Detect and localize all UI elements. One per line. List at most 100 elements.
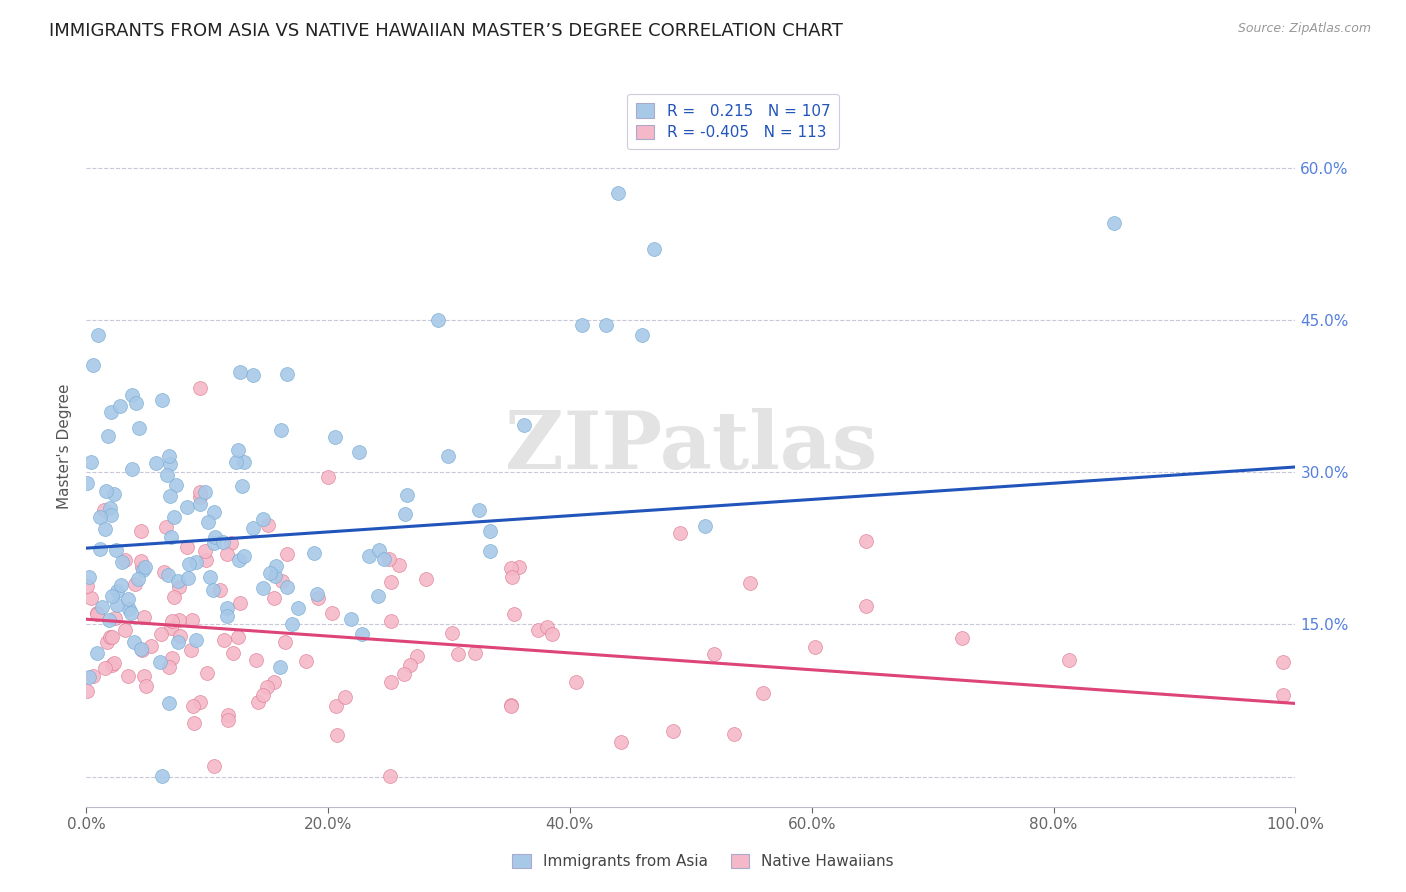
Point bbox=[98, 630, 121, 644]
Point bbox=[643, 242, 665, 256]
Point bbox=[333, 690, 356, 704]
Point bbox=[536, 620, 558, 634]
Point bbox=[440, 626, 463, 640]
Point bbox=[162, 614, 184, 628]
Point bbox=[595, 318, 617, 332]
Point bbox=[86, 607, 108, 621]
Point bbox=[169, 629, 191, 643]
Point bbox=[134, 609, 156, 624]
Point bbox=[266, 558, 288, 573]
Point bbox=[499, 698, 522, 712]
Point bbox=[195, 552, 218, 566]
Point bbox=[80, 455, 103, 469]
Point bbox=[380, 675, 402, 690]
Point bbox=[114, 624, 136, 638]
Point bbox=[211, 535, 233, 549]
Point bbox=[540, 627, 562, 641]
Point bbox=[392, 667, 415, 681]
Point bbox=[165, 477, 187, 491]
Point bbox=[276, 580, 298, 594]
Point bbox=[76, 476, 98, 491]
Point bbox=[89, 510, 111, 524]
Point bbox=[160, 530, 183, 544]
Point bbox=[226, 630, 249, 644]
Point bbox=[479, 524, 502, 538]
Point bbox=[87, 328, 110, 343]
Point bbox=[160, 622, 183, 636]
Point bbox=[176, 500, 198, 515]
Point bbox=[232, 549, 254, 563]
Point bbox=[77, 569, 100, 583]
Point bbox=[1272, 688, 1295, 702]
Point bbox=[97, 613, 120, 627]
Point bbox=[263, 674, 285, 689]
Point bbox=[501, 570, 523, 584]
Point bbox=[464, 646, 486, 660]
Point bbox=[307, 591, 329, 605]
Point bbox=[118, 602, 141, 616]
Point bbox=[93, 522, 115, 536]
Point bbox=[76, 683, 98, 698]
Point bbox=[226, 442, 249, 457]
Point bbox=[508, 560, 530, 574]
Point bbox=[111, 555, 134, 569]
Point bbox=[104, 610, 127, 624]
Point bbox=[307, 586, 329, 600]
Point bbox=[259, 566, 281, 580]
Point bbox=[415, 572, 437, 586]
Point bbox=[121, 387, 143, 401]
Point bbox=[738, 576, 761, 591]
Point bbox=[193, 543, 215, 558]
Point bbox=[352, 626, 374, 640]
Point bbox=[181, 613, 204, 627]
Point bbox=[426, 313, 449, 327]
Point bbox=[723, 726, 745, 740]
Point bbox=[359, 549, 381, 563]
Point bbox=[128, 421, 150, 435]
Point bbox=[564, 675, 586, 690]
Point bbox=[217, 713, 239, 727]
Point bbox=[163, 590, 186, 604]
Point bbox=[513, 417, 536, 432]
Point bbox=[294, 654, 316, 668]
Point bbox=[169, 613, 191, 627]
Point bbox=[93, 502, 115, 516]
Point bbox=[100, 630, 122, 644]
Point bbox=[124, 396, 146, 410]
Point bbox=[242, 521, 264, 535]
Point bbox=[134, 559, 156, 574]
Legend: R =   0.215   N = 107, R = -0.405   N = 113: R = 0.215 N = 107, R = -0.405 N = 113 bbox=[627, 94, 839, 150]
Point bbox=[129, 554, 152, 568]
Point bbox=[131, 559, 153, 574]
Point bbox=[219, 536, 242, 550]
Point bbox=[82, 358, 104, 372]
Point bbox=[246, 695, 269, 709]
Point bbox=[325, 728, 347, 742]
Point bbox=[82, 668, 104, 682]
Point bbox=[184, 555, 207, 569]
Legend: Immigrants from Asia, Native Hawaiians: Immigrants from Asia, Native Hawaiians bbox=[506, 847, 900, 875]
Point bbox=[1057, 653, 1080, 667]
Point bbox=[406, 648, 429, 663]
Point bbox=[149, 627, 172, 641]
Point bbox=[91, 599, 114, 614]
Point bbox=[101, 657, 124, 672]
Point bbox=[304, 546, 326, 560]
Point bbox=[156, 568, 179, 582]
Point bbox=[367, 543, 389, 558]
Point bbox=[131, 642, 153, 657]
Point bbox=[132, 563, 155, 577]
Point bbox=[152, 392, 174, 407]
Point bbox=[855, 599, 877, 614]
Point bbox=[321, 606, 343, 620]
Point bbox=[135, 679, 157, 693]
Point bbox=[117, 668, 139, 682]
Point bbox=[89, 541, 111, 556]
Point bbox=[950, 631, 973, 645]
Point bbox=[501, 698, 523, 713]
Point bbox=[134, 669, 156, 683]
Point bbox=[96, 634, 118, 648]
Point bbox=[131, 642, 153, 657]
Point bbox=[155, 520, 177, 534]
Point bbox=[149, 655, 172, 669]
